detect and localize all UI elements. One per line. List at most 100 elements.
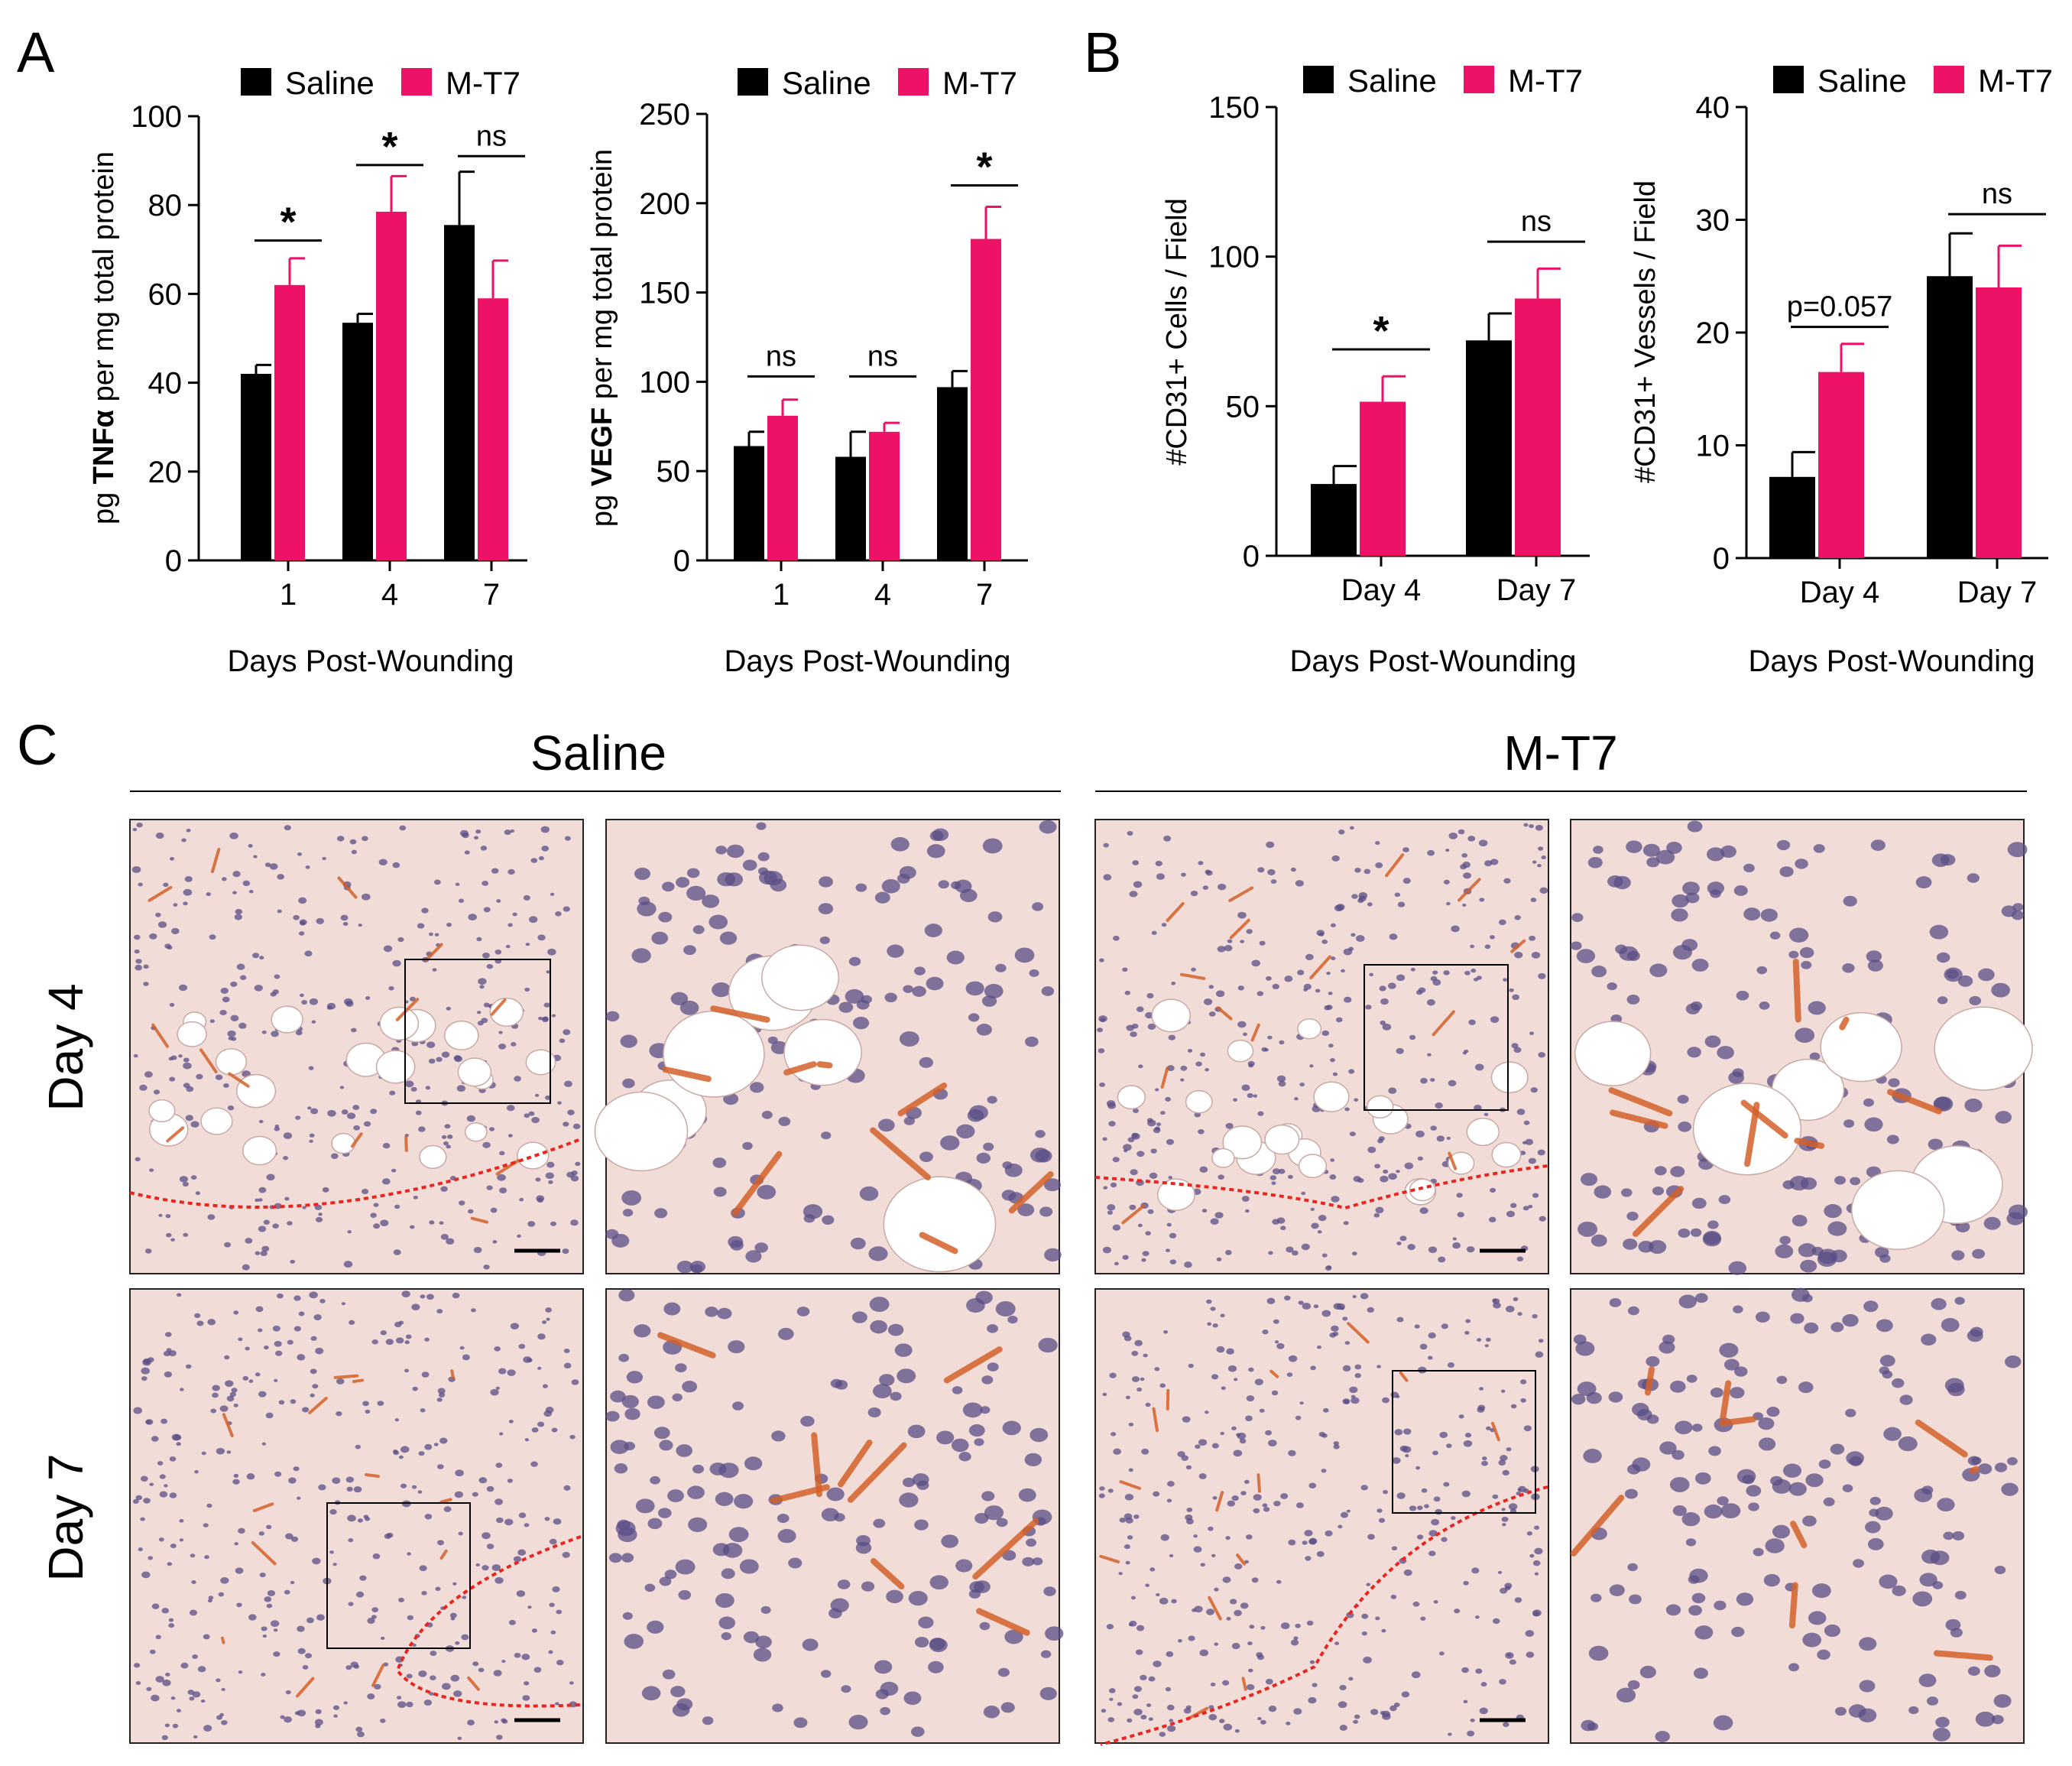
nucleus — [272, 1223, 279, 1229]
nucleus — [1458, 829, 1465, 835]
nucleus — [1461, 1667, 1469, 1673]
nucleus — [482, 880, 489, 886]
nucleus — [297, 852, 303, 856]
nucleus — [444, 1124, 451, 1129]
nucleus — [1944, 967, 1963, 982]
nucleus — [277, 874, 284, 880]
nucleus — [421, 1591, 427, 1596]
nucleus — [258, 1198, 263, 1202]
nucleus — [1231, 1642, 1240, 1650]
nucleus — [676, 877, 690, 888]
nucleus — [1670, 1166, 1685, 1177]
nucleus — [903, 1116, 916, 1125]
nucleus — [318, 1213, 323, 1216]
cd31-stain — [1610, 1109, 1668, 1129]
nucleus — [132, 827, 138, 832]
nucleus — [1107, 1210, 1114, 1215]
nucleus — [486, 1485, 494, 1492]
nucleus — [283, 1132, 293, 1139]
nucleus — [1103, 1186, 1108, 1190]
nucleus — [1879, 1254, 1891, 1263]
nucleus — [1991, 1715, 2004, 1725]
nucleus — [534, 1093, 540, 1097]
nucleus — [194, 1313, 201, 1319]
nucleus — [772, 1703, 783, 1712]
nucleus — [419, 1565, 427, 1572]
nucleus — [1226, 1348, 1234, 1355]
cd31-stain — [1399, 1371, 1409, 1382]
nucleus — [184, 875, 193, 882]
nucleus — [1127, 1535, 1133, 1540]
nucleus — [1827, 1221, 1847, 1236]
nucleus — [203, 1523, 209, 1527]
nucleus — [436, 1309, 443, 1314]
nucleus — [1032, 902, 1044, 911]
adipocyte — [1934, 1006, 2033, 1091]
nucleus — [1208, 985, 1214, 989]
nucleus — [562, 1551, 570, 1558]
nucleus — [641, 1686, 661, 1701]
cd31-stain — [710, 1005, 770, 1023]
nucleus — [728, 1527, 749, 1543]
nucleus — [987, 1362, 999, 1372]
nucleus — [702, 1716, 714, 1725]
nucleus — [1964, 1098, 1983, 1112]
cd31-stain — [662, 1066, 712, 1083]
nucleus — [302, 1206, 306, 1209]
row-label-day7: Day 7 — [38, 1453, 93, 1581]
nucleus — [1908, 1706, 1919, 1715]
nucleus — [1529, 1031, 1535, 1035]
adipocyte — [1151, 998, 1191, 1033]
nucleus — [1166, 1704, 1175, 1711]
nucleus — [1853, 1559, 1864, 1568]
nucleus — [1763, 1573, 1780, 1587]
nucleus — [1349, 1131, 1356, 1137]
nucleus — [248, 890, 254, 894]
significance-label: ns — [867, 340, 898, 372]
nucleus — [1333, 1444, 1340, 1449]
y-tick-label: 100 — [131, 100, 182, 134]
nucleus — [1269, 1175, 1277, 1180]
cd31-stain — [1510, 939, 1526, 953]
nucleus — [1161, 923, 1167, 927]
nucleus — [1380, 1175, 1389, 1183]
y-tick-label: 150 — [1208, 91, 1260, 125]
nucleus — [1883, 1427, 1902, 1441]
nucleus — [158, 1213, 163, 1217]
nucleus — [1485, 1337, 1491, 1342]
nucleus — [1993, 1694, 2012, 1708]
nucleus — [1951, 1250, 1965, 1261]
nucleus — [1140, 1674, 1147, 1680]
cd31-stain — [1119, 1480, 1141, 1490]
nucleus — [1409, 1034, 1416, 1040]
nucleus — [200, 1699, 206, 1703]
nucleus — [1353, 1719, 1358, 1724]
nucleus — [1538, 972, 1546, 979]
nucleus — [1210, 1218, 1219, 1225]
nucleus — [1646, 1355, 1660, 1367]
nucleus — [1694, 1293, 1708, 1303]
nucleus — [189, 1696, 195, 1701]
cd31-stain — [1228, 886, 1254, 902]
cd31-stain — [1788, 1582, 1798, 1629]
nucleus — [290, 1536, 299, 1542]
nucleus — [1260, 1719, 1266, 1725]
nucleus — [1402, 878, 1411, 884]
nucleus — [1295, 880, 1304, 887]
nucleus — [428, 1058, 436, 1064]
nucleus — [397, 1696, 402, 1699]
nucleus — [371, 1607, 379, 1612]
nucleus — [164, 1332, 172, 1337]
nucleus — [1914, 1488, 1933, 1502]
adipocyte — [883, 1176, 997, 1273]
nucleus — [284, 1196, 290, 1201]
nucleus — [148, 1556, 154, 1560]
y-tick-label: 40 — [1696, 91, 1730, 125]
panel-label-c: C — [17, 713, 57, 777]
nucleus — [902, 1477, 916, 1488]
y-tick-label: 150 — [639, 277, 690, 310]
nucleus — [1143, 1353, 1148, 1358]
nucleus — [267, 1589, 276, 1596]
nucleus — [1678, 1294, 1697, 1309]
nucleus — [504, 829, 511, 836]
